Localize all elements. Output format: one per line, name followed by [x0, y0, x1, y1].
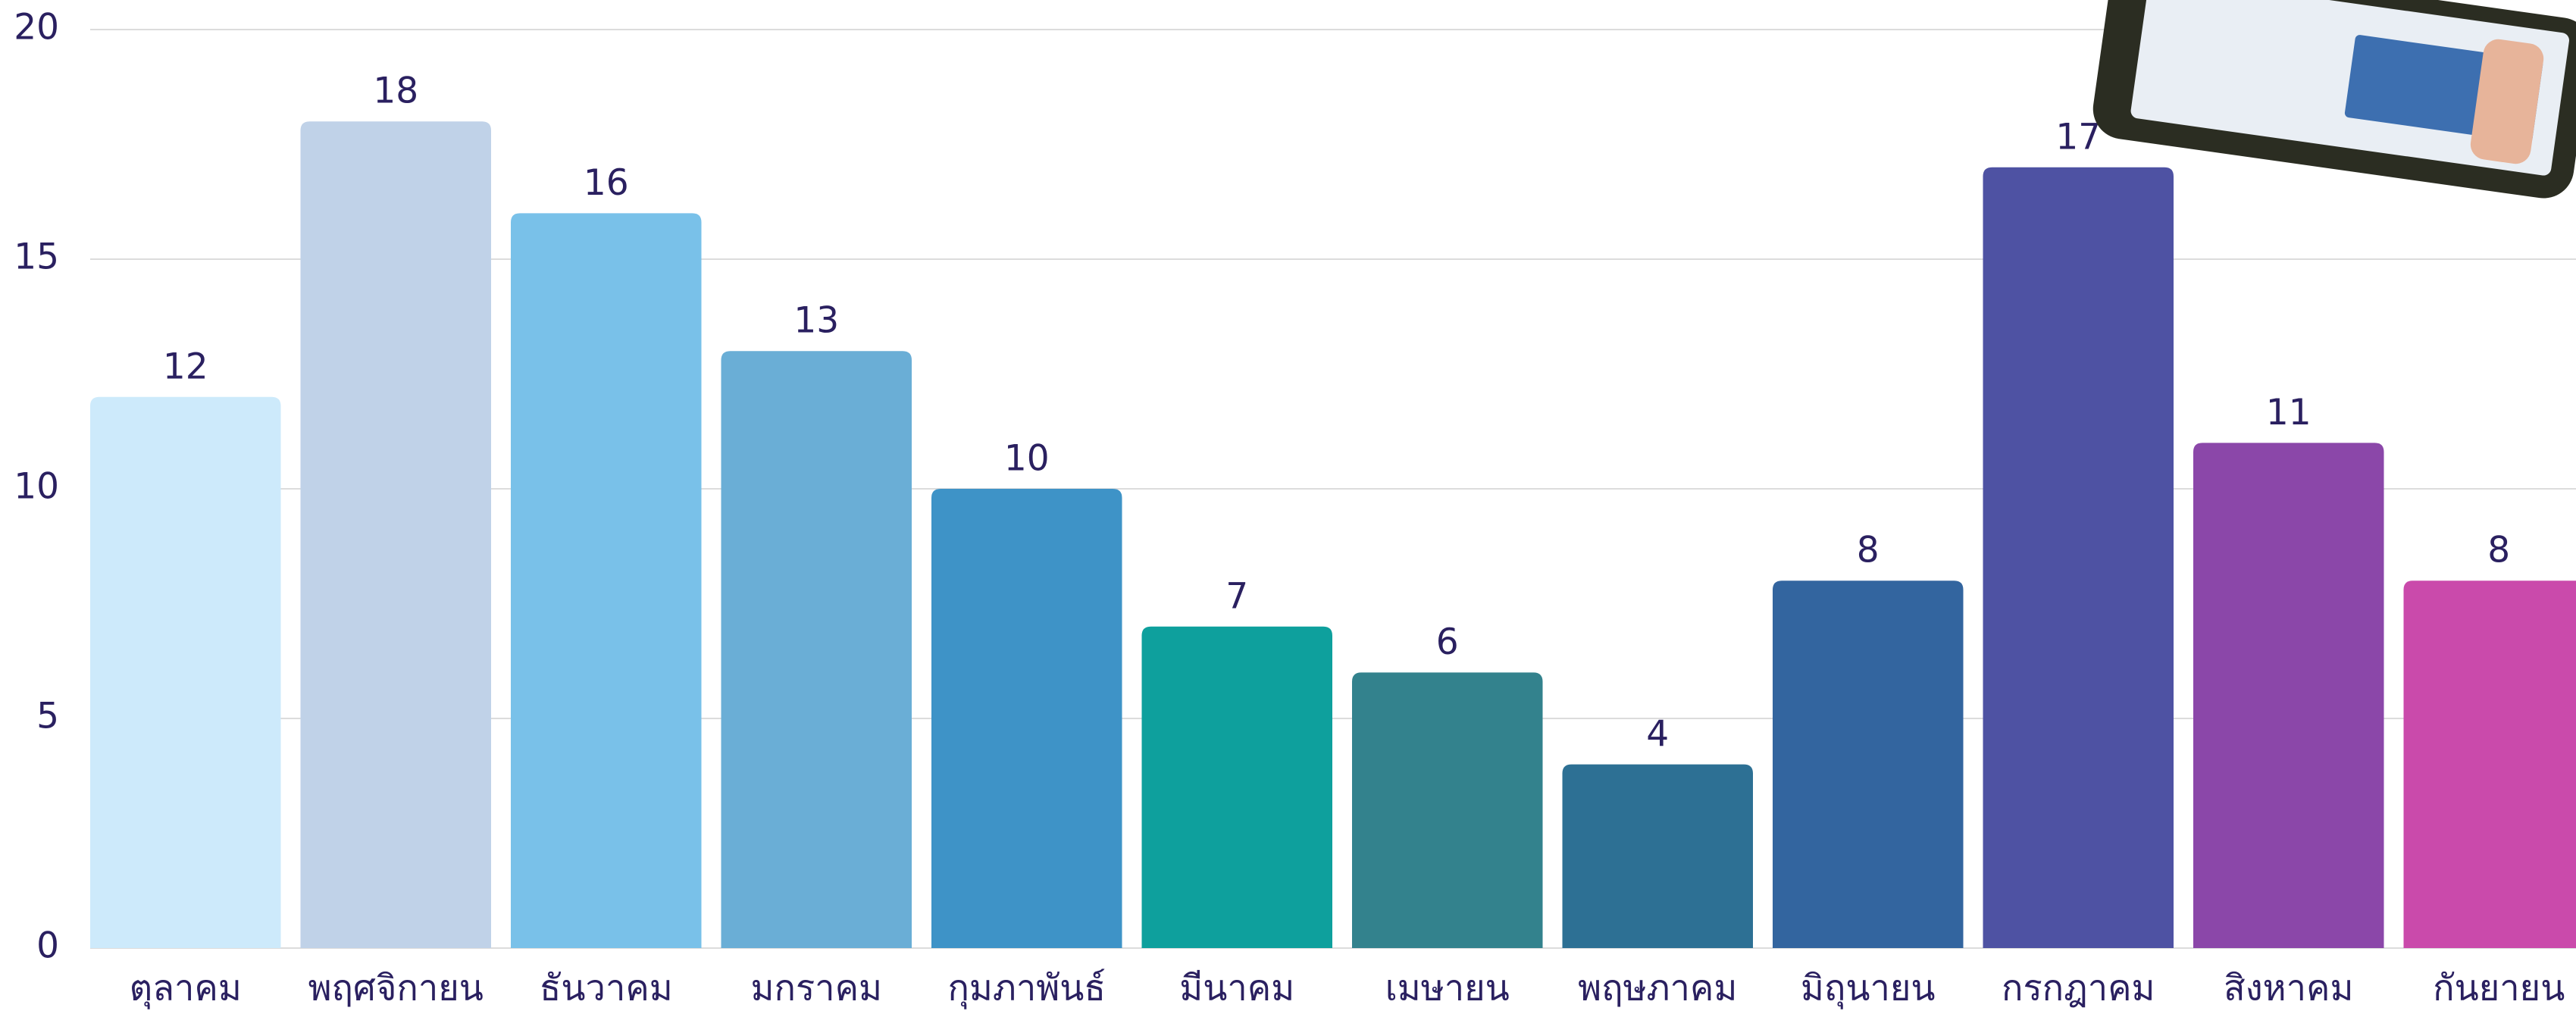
bar	[301, 121, 492, 948]
y-tick-label: 10	[14, 466, 59, 508]
value-label: 7	[1225, 575, 1248, 617]
x-tick-label: มิถุนายน	[1801, 968, 1936, 1010]
bar	[1352, 672, 1543, 948]
bar	[1563, 765, 1754, 948]
x-tick-label: มกราคม	[751, 968, 883, 1009]
bar	[90, 397, 281, 948]
value-label: 6	[1436, 621, 1459, 663]
x-tick-label: พฤศจิกายน	[308, 968, 484, 1009]
value-label: 4	[1646, 713, 1669, 755]
bar	[721, 351, 912, 948]
y-tick-label: 5	[36, 696, 59, 737]
value-label: 18	[373, 70, 418, 112]
x-tick-label: เมษายน	[1385, 968, 1510, 1009]
bar	[2404, 581, 2576, 948]
chart: 0 5 10 15 20 12 ตุลาคม 18 พฤศจิกายน 16 ธันวาคม 13 มก…	[0, 0, 2576, 1014]
bar	[2193, 443, 2384, 948]
y-tick-label: 15	[14, 236, 59, 278]
value-label: 12	[163, 346, 208, 387]
value-label: 17	[2055, 116, 2101, 158]
value-label: 11	[2266, 392, 2312, 433]
x-tick-label: ตุลาคม	[130, 968, 242, 1010]
x-tick-label: กันยายน	[2433, 968, 2565, 1009]
x-tick-label: กุมภาพันธ์	[947, 968, 1106, 1010]
y-tick-label: 0	[36, 925, 59, 967]
x-tick-label: มีนาคม	[1179, 968, 1294, 1009]
x-tick-label: กรกฎาคม	[2002, 968, 2155, 1009]
x-tick-label: ธันวาคม	[540, 968, 673, 1009]
x-tick-label: พฤษภาคม	[1578, 968, 1737, 1009]
y-tick-label: 20	[14, 7, 59, 49]
value-label: 16	[584, 162, 629, 204]
value-label: 10	[1004, 438, 1050, 480]
value-label: 8	[2487, 530, 2510, 571]
bar	[1142, 627, 1333, 948]
value-label: 8	[1857, 530, 1880, 571]
x-tick-label: สิงหาคม	[2224, 968, 2353, 1009]
bar	[511, 213, 702, 948]
bar	[1773, 581, 1964, 948]
bar	[1983, 167, 2174, 948]
value-label: 13	[793, 300, 839, 342]
bar	[931, 489, 1122, 948]
